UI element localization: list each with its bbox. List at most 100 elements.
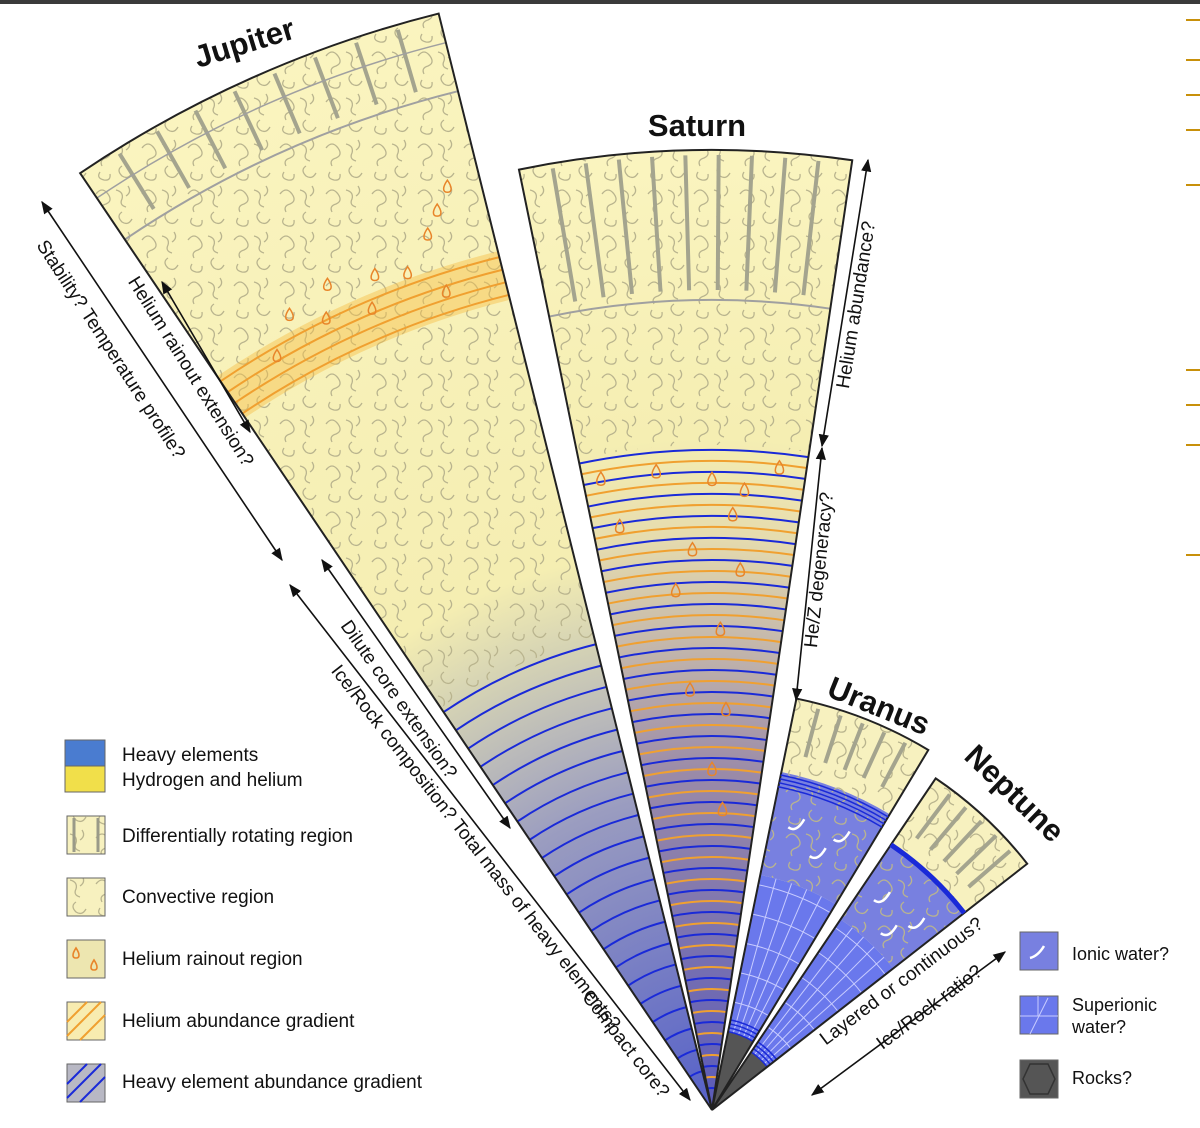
rotation-stripe (550, 168, 578, 302)
wedge-outline (711, 697, 930, 1111)
rain-drop (284, 307, 294, 322)
legend-label: Helium rainout region (122, 949, 303, 970)
annotation: Ice/Rock ratio? (873, 961, 987, 1054)
legend-icon (1019, 995, 1059, 1035)
rain-drop (442, 178, 452, 193)
rotation-stripe (880, 741, 908, 788)
rain-drop (727, 506, 738, 522)
rain-drop (774, 459, 785, 475)
rock-core (712, 1051, 768, 1110)
arrow (161, 280, 251, 434)
layer-line (583, 471, 806, 487)
rotation-stripe (801, 160, 821, 296)
rain-drop (651, 463, 662, 479)
rotation-stripe (313, 56, 340, 119)
legend-label: Superionic water? (1072, 995, 1158, 1037)
rain-drop (403, 265, 413, 280)
rotation-stripe (155, 130, 191, 189)
tile-line (732, 878, 777, 1034)
ionic-mark (787, 818, 806, 831)
layer-boundary (548, 299, 831, 318)
rotation-stripe (967, 849, 1012, 889)
tile-line (746, 942, 800, 965)
rotation-stripe (715, 155, 721, 291)
rotation-stripe (942, 819, 983, 863)
layer-line (779, 778, 887, 821)
rotation-stripe (842, 722, 865, 771)
rotation-stripe (354, 42, 379, 106)
legend-icon (66, 939, 106, 979)
rotation-stripe (823, 714, 843, 764)
ionic-mark (873, 891, 892, 904)
rotation-stripe (915, 793, 952, 840)
legend-label: Heavy elements (122, 745, 259, 766)
rain-drop (721, 701, 731, 717)
layer-line (779, 782, 885, 825)
layer-line (691, 1010, 727, 1014)
rotation-stripe (232, 90, 264, 152)
layer-line (702, 1065, 719, 1068)
layer-line (579, 449, 809, 465)
tile-line (734, 1001, 769, 1017)
legend-label: Hydrogen and helium (122, 770, 303, 791)
layer-line (587, 493, 803, 508)
rain-drop (423, 226, 433, 241)
rotation-stripe (395, 29, 418, 93)
layer-line (603, 570, 791, 583)
layer-line (700, 1054, 721, 1058)
tile-line (743, 889, 808, 1037)
ionic-texture (840, 844, 965, 969)
annotation: He/Z degeneracy? (801, 491, 838, 649)
layer-line (590, 504, 801, 519)
layer-line (705, 1076, 717, 1079)
layer-line (585, 482, 804, 497)
layer-line (778, 786, 883, 828)
layer-line (592, 515, 799, 530)
ionic-mark (832, 830, 851, 843)
rain-drop (614, 518, 625, 534)
layer-boundary (96, 41, 447, 199)
tile-line (740, 972, 785, 991)
layer-line (689, 999, 729, 1004)
rotation-stripe (272, 72, 302, 135)
tile-line (758, 884, 831, 914)
rain-drop (432, 202, 442, 217)
rotation-stripe (583, 163, 606, 298)
superionic-water (728, 874, 836, 1042)
rock-core (712, 1031, 754, 1110)
rainout-band (217, 251, 510, 418)
arrow (289, 583, 691, 1102)
rain-drop (717, 801, 728, 817)
rotation-stripe (650, 156, 663, 292)
rain-drop (441, 283, 451, 298)
rain-drop (595, 470, 606, 486)
rotation-stripe (955, 834, 998, 876)
planet-name: Saturn (648, 108, 746, 143)
layer-line (889, 842, 967, 915)
arrow (810, 951, 1007, 1096)
convective-region (518, 150, 853, 459)
rain-drop (321, 310, 331, 325)
ionic-mark (808, 847, 827, 860)
rain-drop (739, 481, 750, 498)
rain-drop (707, 761, 717, 777)
rotation-stripe (193, 109, 228, 170)
layer-line (594, 526, 798, 540)
tile-line (748, 896, 822, 1040)
legend-icon (64, 765, 106, 793)
wedge-outline (78, 12, 713, 1111)
legend-icon (1019, 1059, 1059, 1099)
rain-drop (370, 267, 380, 282)
rain-drop (322, 276, 332, 292)
rain-drop (715, 621, 726, 637)
legend-label: Heavy element abundance gradient (122, 1072, 422, 1093)
layer-line (596, 537, 796, 551)
rain-drop (735, 561, 746, 577)
ionic-mark (880, 924, 898, 937)
arrow (792, 446, 826, 702)
tile-line (738, 883, 793, 1035)
tile-line (754, 927, 853, 1055)
ionic-mark (907, 917, 926, 929)
